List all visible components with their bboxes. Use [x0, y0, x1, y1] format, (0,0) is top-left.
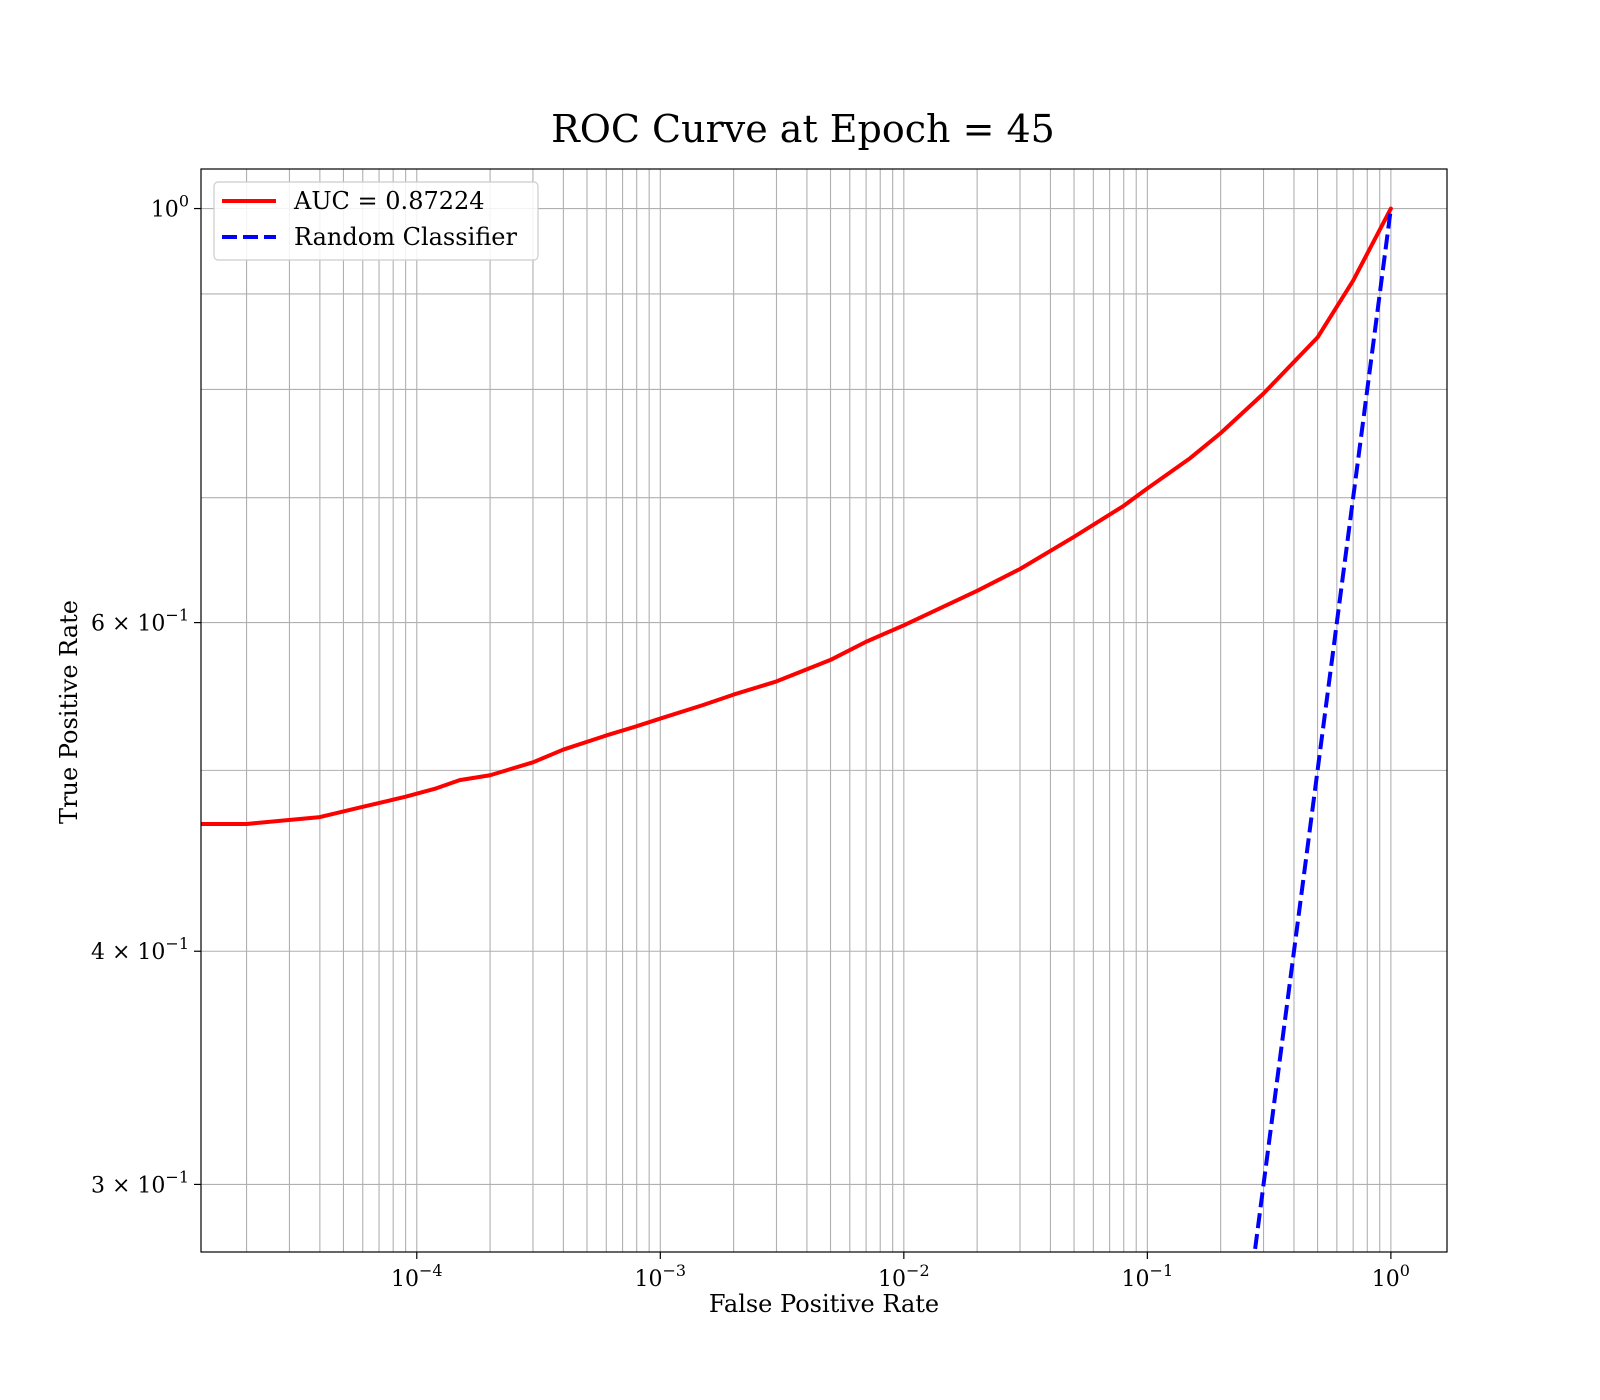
chart-title: ROC Curve at Epoch = 45	[551, 107, 1055, 151]
y-tick-label: 100	[151, 192, 189, 223]
legend-box	[213, 181, 539, 261]
legend: AUC = 0.87224 Random Classifier	[213, 181, 539, 261]
y-tick-label: 4 × 10−1	[91, 934, 189, 965]
roc-curve-line	[201, 206, 1393, 826]
y-ticks: 3 × 10−1 4 × 10−1 6 × 10−1 100	[91, 192, 201, 1198]
x-ticks: 10−4 10−3 10−2 10−1 100	[391, 1252, 1410, 1292]
plot-frame	[200, 168, 1448, 1253]
grid	[201, 169, 1447, 1252]
y-axis-label: True Positive Rate	[55, 600, 83, 824]
x-tick-label: 10−3	[635, 1261, 687, 1292]
x-tick-label: 10−4	[391, 1261, 443, 1292]
series-layer	[201, 206, 1393, 1252]
y-tick-label: 6 × 10−1	[91, 606, 189, 637]
x-tick-label: 10−2	[878, 1261, 930, 1292]
y-tick-label: 3 × 10−1	[91, 1167, 189, 1198]
x-axis-label: False Positive Rate	[709, 1290, 939, 1318]
legend-label-auc: AUC = 0.87224	[293, 187, 485, 215]
legend-label-random: Random Classifier	[294, 223, 517, 251]
x-tick-label: 100	[1372, 1261, 1410, 1292]
x-tick-label: 10−1	[1122, 1261, 1174, 1292]
